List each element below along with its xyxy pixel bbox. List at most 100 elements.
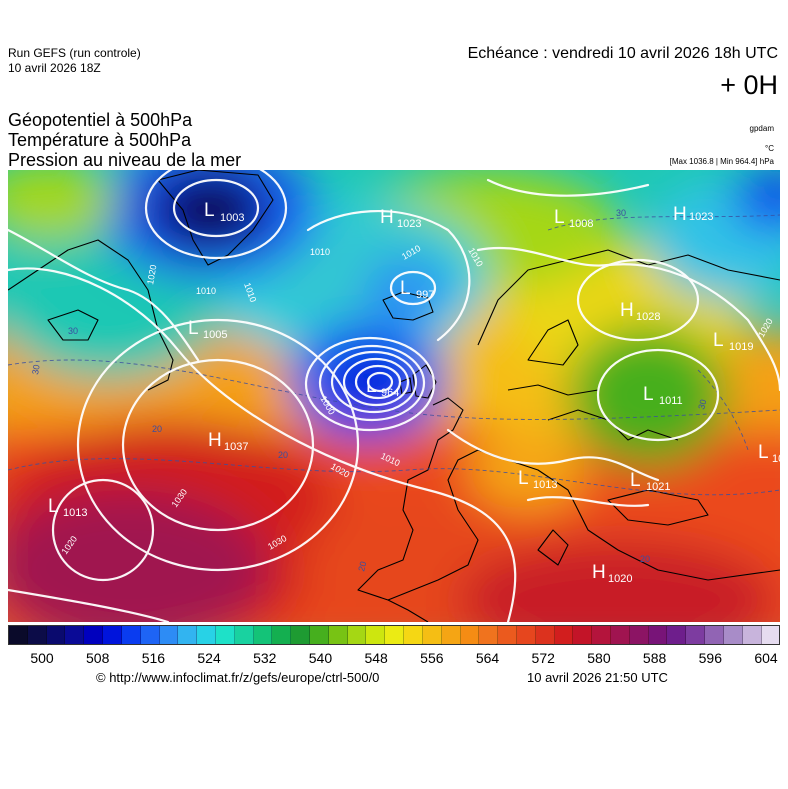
scale-swatch [460,626,480,644]
center-value: 1028 [636,311,660,323]
isotherm-labels: 30 30 30 20 20 20 20 30 [30,208,708,573]
center-type: L [48,496,59,517]
svg-text:1010: 1010 [196,286,216,296]
svg-text:20: 20 [640,554,650,564]
center-type: L [643,384,654,405]
svg-text:1010: 1010 [310,247,330,257]
center-value: 1013 [533,479,557,491]
scale-swatch [385,626,405,644]
center-type: H [380,207,394,228]
scale-tick-label: 548 [364,650,388,666]
center-type: L [713,330,724,351]
weather-map: L 1003 H 1023 L 1008 H 1023 L 997 L 1005… [8,170,780,622]
center-type: H [208,430,222,451]
svg-text:20: 20 [356,560,368,572]
center-type: L [204,200,215,221]
color-scale-labels: 500 508 516 524 532 540 548 556 564 572 580 588 596 6… [8,650,780,666]
center-type: L [366,376,377,397]
scale-swatch [234,626,254,644]
center-value: 1021 [646,481,670,493]
pressure-center-labels: L 1003 H 1023 L 1008 H 1023 L 997 L 1005… [48,200,780,585]
scale-tick-label: 580 [587,650,611,666]
svg-text:30: 30 [68,326,78,336]
center-value: 1023 [689,211,713,223]
svg-text:20: 20 [152,424,162,434]
unit-temperature: °C [765,144,774,153]
scale-swatch [46,626,66,644]
forecast-offset: + 0H [720,70,778,100]
scale-swatch [441,626,461,644]
scale-swatch [103,626,122,644]
scale-swatch [723,626,743,644]
generation-time: 10 avril 2026 21:50 UTC [527,670,668,685]
svg-text:1020: 1020 [145,264,158,285]
scale-swatch [65,626,85,644]
center-type: L [400,278,411,299]
source-credit: © http://www.infoclimat.fr/z/gefs/europe… [96,670,380,685]
center-type: H [592,562,606,583]
scale-swatch [291,626,310,644]
run-name: Run GEFS (run controle) [8,46,141,60]
center-value: 1023 [397,218,421,230]
scale-swatch [197,626,216,644]
scale-tick-label: 572 [531,650,555,666]
center-value: 1020 [608,573,632,585]
pressure-max-min: [Max 1036.8 | Min 964.4] hPa [669,157,774,166]
scale-tick-label: 524 [197,650,221,666]
scale-swatch [9,626,28,644]
scale-swatch [573,626,593,644]
unit-geopotential: gpdam [749,124,774,133]
center-value: 1008 [569,218,593,230]
scale-swatch [667,626,687,644]
scale-tick-label: 556 [420,650,444,666]
scale-tick-label: 516 [141,650,166,666]
scale-swatch [347,626,367,644]
scale-swatch [215,626,235,644]
scale-swatch [516,626,536,644]
scale-swatch [686,626,706,644]
scale-swatch [611,626,630,644]
center-value: 1019 [729,341,753,353]
center-type: L [518,468,529,489]
center-value: 964 [381,387,399,399]
scale-swatch [705,626,724,644]
scale-swatch [178,626,198,644]
scale-swatch [629,626,649,644]
center-value: 1005 [203,329,227,341]
scale-swatch [328,626,348,644]
scale-swatch [648,626,668,644]
center-value: 10 [772,453,780,465]
scale-tick-label: 532 [253,650,277,666]
center-value: 1037 [224,441,248,453]
scale-tick-label: 564 [475,650,500,666]
svg-text:30: 30 [696,398,708,410]
scale-swatch [479,626,499,644]
scale-swatch [27,626,47,644]
scale-swatch [272,626,292,644]
scale-swatch [404,626,423,644]
scale-swatch [366,626,386,644]
scale-swatch [592,626,611,644]
scale-tick-label: 540 [308,650,333,666]
scale-swatch [253,626,273,644]
scale-swatch [84,626,104,644]
center-value: 1011 [659,395,683,407]
scale-swatch [498,626,517,644]
scale-swatch [535,626,555,644]
center-type: L [758,442,769,463]
scale-swatch [121,626,141,644]
scale-swatch [159,626,179,644]
svg-text:20: 20 [278,450,288,460]
scale-swatch [140,626,160,644]
center-type: L [188,318,199,339]
center-value: 997 [416,289,434,301]
center-type: L [554,207,565,228]
geopotential-field: L 1003 H 1023 L 1008 H 1023 L 997 L 1005… [8,170,780,622]
parameter-pressure: Pression au niveau de la mer [8,150,242,170]
svg-text:30: 30 [30,364,42,376]
parameter-geopotential: Géopotentiel à 500hPa [8,110,193,130]
svg-text:30: 30 [616,208,626,218]
color-scale [8,625,780,645]
scale-swatch [554,626,574,644]
scale-swatch [422,626,442,644]
